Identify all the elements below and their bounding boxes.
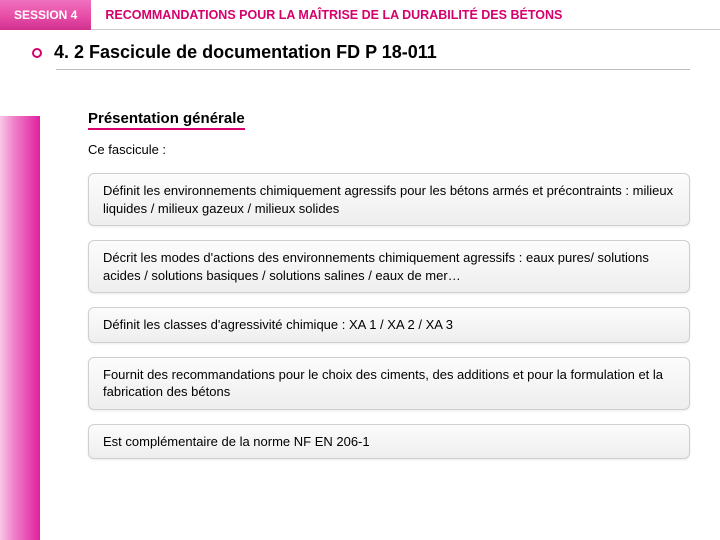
- info-box-text: Définit les classes d'agressivité chimiq…: [103, 317, 453, 332]
- info-box-text: Fournit des recommandations pour le choi…: [103, 367, 663, 400]
- subheading: Présentation générale: [88, 110, 245, 130]
- content-area: Présentation générale Ce fascicule : Déf…: [88, 110, 690, 473]
- header-title: RECOMMANDATIONS POUR LA MAÎTRISE DE LA D…: [91, 0, 720, 30]
- left-accent-bar: [0, 116, 40, 540]
- header-title-text: RECOMMANDATIONS POUR LA MAÎTRISE DE LA D…: [105, 8, 562, 22]
- session-label: SESSION 4: [14, 8, 77, 22]
- info-box-text: Est complémentaire de la norme NF EN 206…: [103, 434, 370, 449]
- bullet-icon: [32, 48, 42, 58]
- info-box: Est complémentaire de la norme NF EN 206…: [88, 424, 690, 460]
- title-row: 4. 2 Fascicule de documentation FD P 18-…: [32, 42, 720, 63]
- info-box: Définit les classes d'agressivité chimiq…: [88, 307, 690, 343]
- info-box: Décrit les modes d'actions des environne…: [88, 240, 690, 293]
- info-box-text: Définit les environnements chimiquement …: [103, 183, 673, 216]
- page-title: 4. 2 Fascicule de documentation FD P 18-…: [54, 42, 437, 63]
- header-bar: SESSION 4 RECOMMANDATIONS POUR LA MAÎTRI…: [0, 0, 720, 30]
- session-tab: SESSION 4: [0, 0, 91, 30]
- info-box: Définit les environnements chimiquement …: [88, 173, 690, 226]
- intro-text: Ce fascicule :: [88, 142, 690, 157]
- title-underline: [56, 69, 690, 70]
- info-box-text: Décrit les modes d'actions des environne…: [103, 250, 649, 283]
- info-box: Fournit des recommandations pour le choi…: [88, 357, 690, 410]
